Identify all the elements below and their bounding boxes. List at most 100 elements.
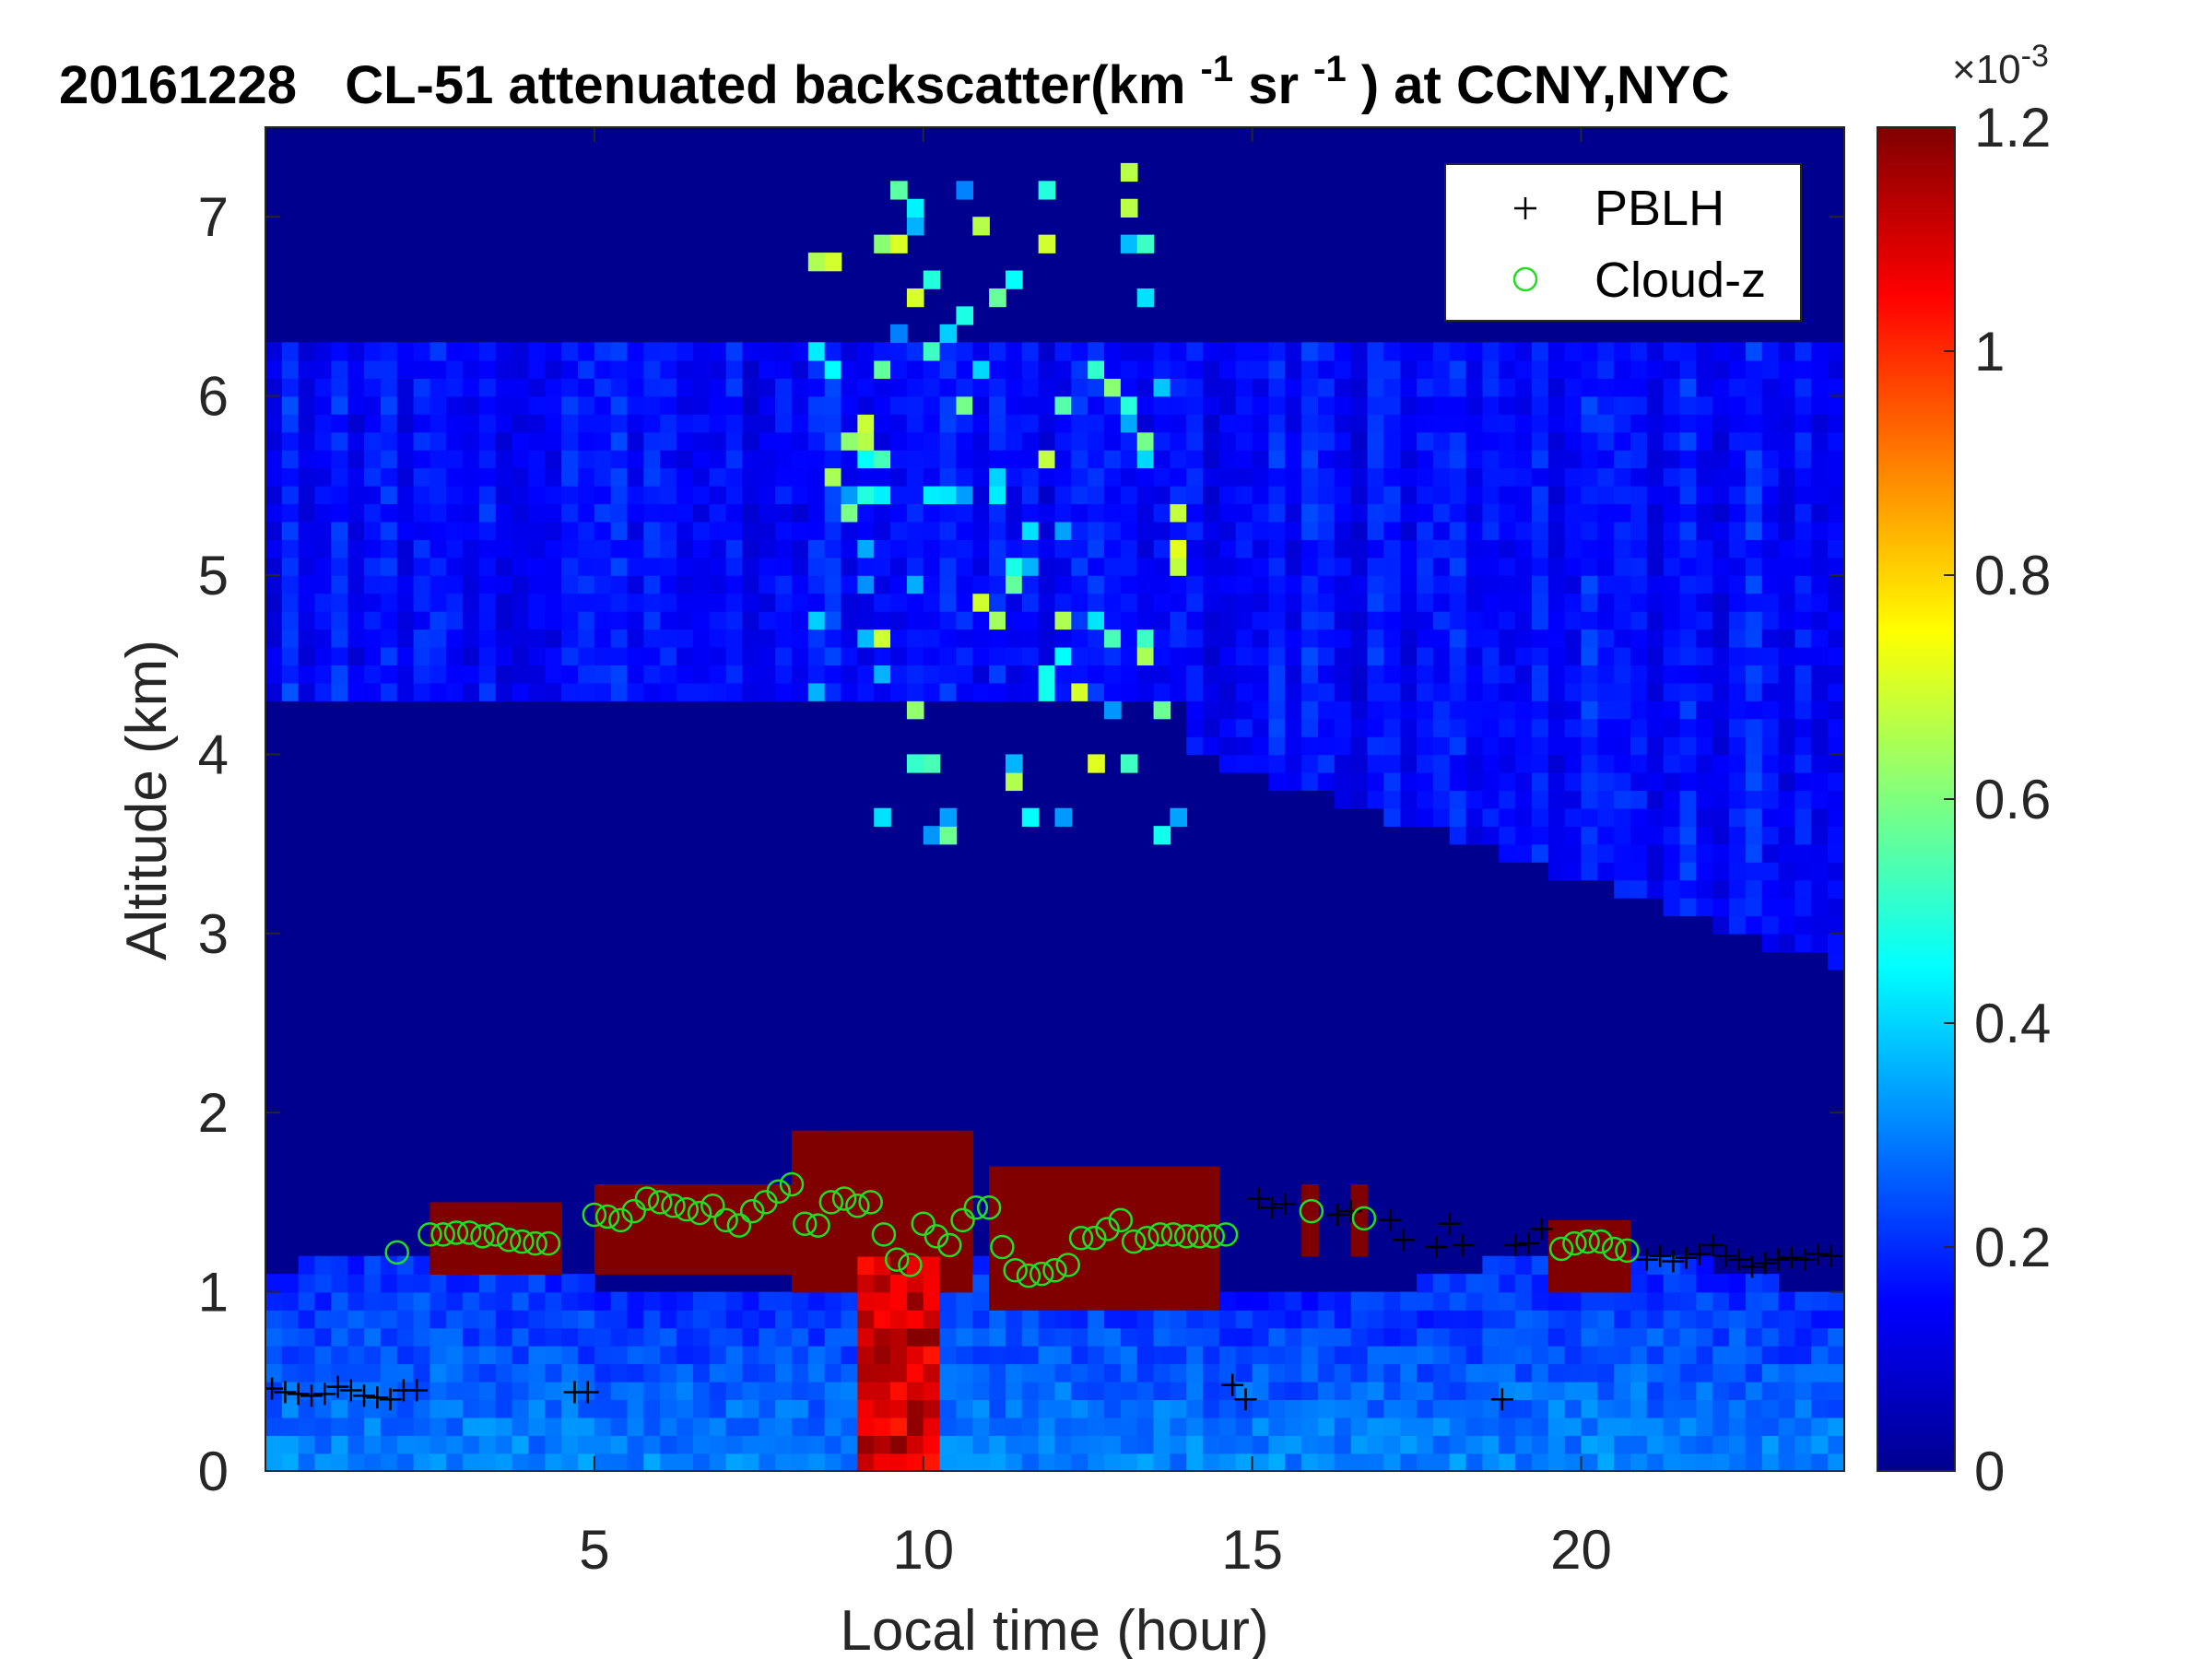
heatmap-cell: [1811, 557, 1829, 576]
heatmap-cell: [989, 1345, 1006, 1365]
heatmap-cell: [1367, 754, 1385, 773]
heatmap-cell: [874, 1453, 891, 1471]
heatmap-cell: [528, 665, 547, 684]
heatmap-cell: [1104, 1345, 1122, 1365]
heatmap-cell: [1794, 754, 1813, 773]
heatmap-cell: [890, 359, 908, 379]
heatmap-cell: [627, 1345, 645, 1365]
heatmap-cell: [1268, 1417, 1287, 1436]
heatmap-cell: [1235, 1310, 1253, 1329]
heatmap-cell: [677, 431, 694, 451]
heatmap-cell: [742, 359, 760, 379]
heatmap-cell: [1679, 879, 1698, 899]
heatmap-cell: [1186, 1183, 1204, 1204]
heatmap-cell: [298, 1399, 316, 1418]
heatmap-cell: [792, 646, 809, 665]
heatmap-cell: [1088, 646, 1105, 665]
heatmap-cell: [841, 629, 859, 648]
heatmap-cell: [1400, 629, 1418, 648]
heatmap-cell: [1729, 826, 1747, 845]
heatmap-cell: [528, 1291, 547, 1311]
heatmap-cell: [1646, 414, 1665, 433]
heatmap-cell: [1071, 575, 1088, 594]
pblh-marker: [1649, 1244, 1672, 1267]
heatmap-cell: [364, 1363, 382, 1382]
heatmap-cell: [939, 610, 958, 630]
heatmap-cell: [578, 557, 595, 576]
heatmap-cell: [1745, 539, 1763, 559]
heatmap-cell: [463, 1202, 480, 1221]
heatmap-cell: [1679, 843, 1698, 863]
heatmap-cell: [775, 1417, 793, 1436]
heatmap-cell: [1712, 665, 1730, 684]
heatmap-cell: [1778, 485, 1796, 505]
heatmap-cell: [1564, 1255, 1583, 1275]
heatmap-cell: [495, 359, 513, 379]
heatmap-cell: [364, 521, 382, 540]
heatmap-cell: [890, 431, 908, 451]
heatmap-cell: [1218, 431, 1237, 451]
heatmap-cell: [1038, 1417, 1056, 1436]
heatmap-cell: [1054, 1202, 1073, 1221]
heatmap-cell: [1630, 754, 1648, 773]
heatmap-cell: [1499, 414, 1516, 433]
heatmap-cell: [578, 1327, 595, 1347]
heatmap-cell: [759, 503, 776, 523]
heatmap-cell: [281, 682, 300, 701]
heatmap-cell: [807, 414, 826, 433]
heatmap-cell: [824, 431, 842, 451]
heatmap-cell: [561, 1453, 579, 1471]
heatmap-cell: [380, 1363, 398, 1382]
heatmap-cell: [841, 646, 859, 665]
heatmap-cell: [1499, 790, 1516, 809]
heatmap-cell: [1071, 485, 1088, 505]
heatmap-cell: [923, 378, 941, 397]
heatmap-cell: [1515, 1255, 1533, 1275]
heatmap-cell: [989, 575, 1006, 594]
heatmap-cell: [1318, 503, 1335, 523]
heatmap-cell: [578, 539, 595, 559]
heatmap-cell: [1778, 610, 1796, 630]
heatmap-cell: [1104, 1238, 1122, 1257]
heatmap-cell: [1778, 862, 1796, 881]
heatmap-cell: [1499, 700, 1516, 720]
heatmap-cell: [396, 467, 415, 487]
colorbar-tick-label: 0.6: [1974, 769, 2051, 830]
heatmap-cell: [1432, 682, 1451, 701]
heatmap-cell: [1054, 629, 1073, 648]
heatmap-cell: [1120, 754, 1138, 773]
heatmap-cell: [1400, 1453, 1418, 1471]
cloud-z-marker: [700, 1194, 725, 1218]
heatmap-cell: [1432, 1274, 1451, 1293]
heatmap-cell: [429, 539, 448, 559]
heatmap-cell: [1679, 826, 1698, 845]
heatmap-cell: [956, 378, 974, 397]
heatmap-cell: [1021, 629, 1040, 648]
heatmap-cell: [347, 485, 365, 505]
heatmap-cell: [1679, 467, 1698, 487]
heatmap-cell: [1794, 431, 1813, 451]
heatmap-cell: [1646, 431, 1665, 451]
heatmap-cell: [512, 1363, 530, 1382]
heatmap-cell: [1235, 557, 1253, 576]
heatmap-cell: [989, 610, 1006, 630]
heatmap-cell: [1120, 395, 1138, 415]
heatmap-cell: [1828, 1291, 1844, 1311]
title-date: 20161228: [59, 55, 297, 115]
heatmap-cell: [643, 1219, 662, 1240]
heatmap-cell: [709, 682, 727, 701]
heatmap-cell: [1383, 1381, 1402, 1401]
heatmap-cell: [1417, 539, 1434, 559]
heatmap-cell: [478, 1453, 497, 1471]
heatmap-cell: [1186, 395, 1204, 415]
heatmap-cell: [1712, 610, 1730, 630]
heatmap-cell: [906, 467, 924, 487]
heatmap-cell: [1547, 557, 1566, 576]
cloud-z-marker: [924, 1224, 949, 1249]
heatmap-cell: [1252, 503, 1270, 523]
heatmap-cell: [1581, 771, 1599, 792]
heatmap-cell: [380, 1381, 398, 1401]
heatmap-cell: [413, 521, 431, 540]
heatmap-cell: [1828, 682, 1844, 701]
heatmap-cell: [1499, 826, 1516, 845]
